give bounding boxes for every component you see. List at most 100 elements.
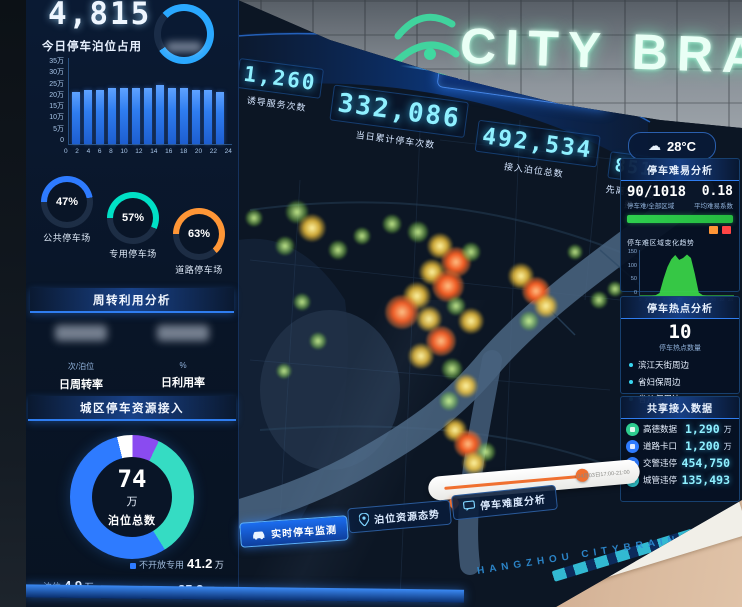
trend-title: 停车难区域变化趋势: [627, 240, 695, 247]
bar: [144, 87, 152, 144]
turnover-panel: 周转利用分析 次/泊位 日周转率 % 日利用率: [30, 288, 234, 392]
hotspot-count-label: 停车热点数量: [659, 345, 701, 352]
medium-level-chip: [709, 226, 718, 234]
ring-gauge: 63%: [173, 208, 225, 260]
button-parking-difficulty-analysis[interactable]: 停车难度分析: [450, 484, 559, 521]
total-berths-value: 74: [117, 464, 147, 493]
heat-spot: [590, 291, 608, 309]
heat-spot: [419, 259, 445, 285]
heat-spot: [461, 242, 481, 262]
heat-spot: [522, 277, 550, 305]
heat-spot: [446, 296, 466, 316]
bar: [72, 92, 80, 144]
heat-spot: [427, 233, 453, 259]
label: 日周转率: [59, 379, 103, 391]
heat-spot: [275, 236, 295, 256]
heat-spot: [439, 391, 459, 411]
highway-lines: [249, 201, 641, 471]
bar-chart-bars: [68, 58, 232, 145]
trend-y-axis: 150 100 50 0: [627, 249, 637, 296]
turnover-title: 周转利用分析: [30, 288, 234, 313]
gauge-label: 道路停车场: [175, 265, 223, 275]
heat-spot: [426, 326, 456, 356]
bar: [192, 89, 200, 144]
car-icon: [253, 530, 265, 540]
left-side-screen: [0, 0, 28, 607]
stat-guidance-services: 1,260 诱导服务次数: [227, 57, 325, 169]
daily-turnover-rate: 次/泊位 日周转率: [36, 325, 126, 392]
resources-donut: 74 万 泊位总数: [70, 435, 194, 559]
heat-spot: [441, 247, 471, 277]
heat-spot: [403, 282, 431, 310]
shared-row-checkpoint: 道路卡口 1,200 万: [621, 436, 739, 453]
ring-gauge: 57%: [107, 192, 159, 244]
heat-spot: [458, 308, 484, 334]
heat-spot: [408, 343, 434, 369]
pin-icon: [358, 512, 370, 527]
hotspots-panel: 停车热点分析 10 停车热点数量 滨江天街周边 省妇保周边 省儿保周边: [620, 296, 740, 404]
legend-dot: [130, 562, 136, 569]
bullet-icon: [629, 380, 633, 385]
occupancy-big-number: 4,815: [48, 0, 152, 32]
bar-chart-x-axis: 0 2 4 6 8 10 12 14 16 18 20 22 24: [64, 148, 232, 155]
stat-daily-parkings: 332,086 当日累计停车次数: [323, 84, 469, 189]
unit: %: [179, 361, 187, 370]
gauge-label: 专用停车场: [109, 249, 157, 259]
heat-spot: [508, 263, 534, 289]
heat-spot: [385, 295, 419, 329]
bar: [108, 87, 116, 144]
hard-level-chip: [722, 226, 731, 234]
bubble-icon: [462, 500, 476, 511]
occupancy-title: 今日停车泊位占用: [42, 41, 142, 53]
blurred-value: [55, 325, 107, 341]
gauge-public-parking: 47% 公共停车场: [36, 176, 98, 244]
button-berth-resource-status[interactable]: 泊位资源态势: [347, 499, 452, 534]
legend-item-closed-dedicated: 不开放专用 41.2 万: [130, 556, 224, 571]
slider-track: [444, 474, 580, 490]
cloud-icon: ☁: [647, 138, 661, 153]
difficulty-panel: 停车难易分析 90/1018 0.18 停车难/全部区域 平均难易系数 停车难区…: [620, 158, 740, 302]
bar: [168, 87, 176, 144]
west-lake: [260, 310, 400, 470]
heat-spot: [382, 214, 402, 234]
road-checkpoint-icon: [626, 439, 639, 453]
heat-spot: [567, 244, 583, 260]
list-item[interactable]: 滨江天街周边: [629, 356, 731, 373]
heat-spot: [328, 240, 348, 260]
temperature: 28°C: [666, 138, 697, 154]
amap-data-icon: [626, 422, 639, 436]
bar: [156, 85, 164, 144]
bar: [132, 87, 140, 144]
heat-spot: [534, 294, 558, 318]
blurred-gauge-value: [166, 42, 202, 52]
bullet-icon: [629, 363, 633, 368]
heat-spot: [353, 227, 371, 245]
heat-spot: [454, 374, 478, 398]
heat-spot: [309, 332, 327, 350]
signage-text: CITY BRA: [459, 17, 742, 85]
heat-spot: [454, 430, 482, 458]
heat-spot: [276, 363, 292, 379]
difficulty-progress-bar: [627, 215, 733, 223]
total-berths-label: 泊位总数: [108, 514, 156, 527]
daily-utilization-rate: % 日利用率: [138, 325, 228, 392]
difficulty-level-chips: [629, 226, 731, 234]
hard-area-ratio: 90/1018: [627, 184, 687, 200]
gauge-label: 公共停车场: [43, 233, 91, 243]
heat-spot: [407, 221, 429, 243]
heat-spot: [432, 270, 464, 302]
button-realtime-parking-monitor[interactable]: 实时停车监测: [239, 515, 349, 548]
list-item[interactable]: 省妇保周边: [629, 373, 731, 390]
avg-difficulty-coef: 0.18: [701, 184, 733, 199]
bar-chart-y-axis: 35万 30万 25万 20万 15万 10万 5万 0: [49, 58, 64, 144]
trend-area: [639, 250, 734, 297]
heat-spot: [476, 442, 496, 462]
bar: [180, 87, 188, 144]
bar: [96, 89, 104, 144]
total-berths-unit: 万: [126, 495, 138, 508]
ring-gauge: 47%: [41, 176, 93, 228]
hotspot-count: 10: [668, 321, 692, 343]
difficulty-title: 停车难易分析: [621, 159, 739, 181]
